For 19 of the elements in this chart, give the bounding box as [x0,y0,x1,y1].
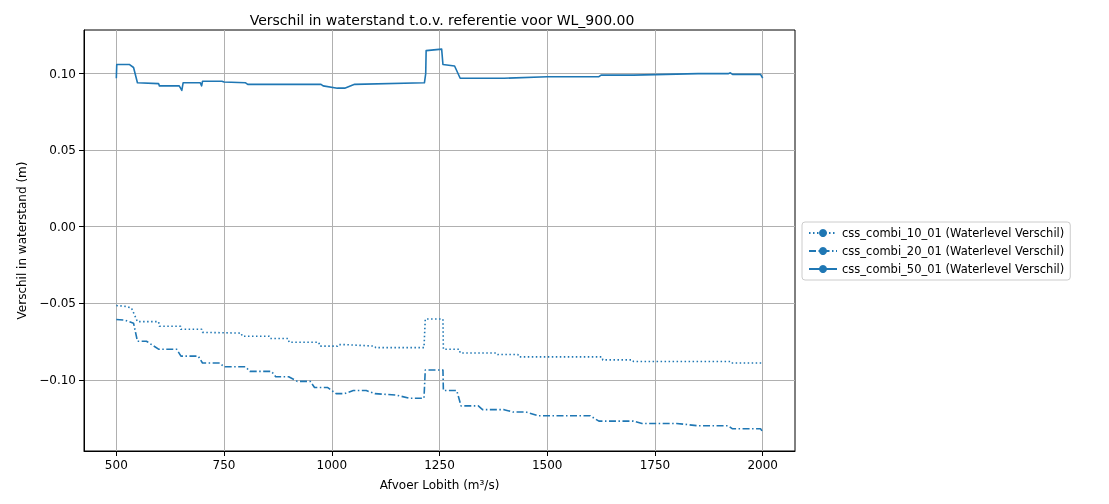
legend-label: css_combi_10_01 (Waterlevel Verschil) [842,226,1065,240]
y-tick-label: 0.00 [49,219,76,234]
x-tick-label: 1250 [424,458,455,472]
y-axis-title: Verschil in waterstand (m) [15,161,29,320]
y-tick-label: −0.05 [39,296,76,311]
x-tick-label: 1500 [531,458,563,472]
x-tick-label: 750 [212,458,236,472]
y-tick-label: 0.10 [49,66,76,81]
x-tick-label: 1000 [316,458,348,472]
x-tick-label: 500 [104,458,128,472]
x-axis-title: Afvoer Lobith (m³/s) [379,478,500,492]
y-tick-label: −0.10 [39,372,76,387]
x-tick-label: 2000 [747,458,778,472]
legend-label: css_combi_20_01 (Waterlevel Verschil) [842,244,1065,258]
x-tick-label: 1750 [639,458,671,472]
chart-title: Verschil in waterstand t.o.v. referentie voor WL_900.00 [249,12,635,28]
line-series [115,48,764,92]
y-tick-label: 0.05 [49,143,76,158]
legend-label: css_combi_50_01 (Waterlevel Verschil) [842,262,1065,276]
